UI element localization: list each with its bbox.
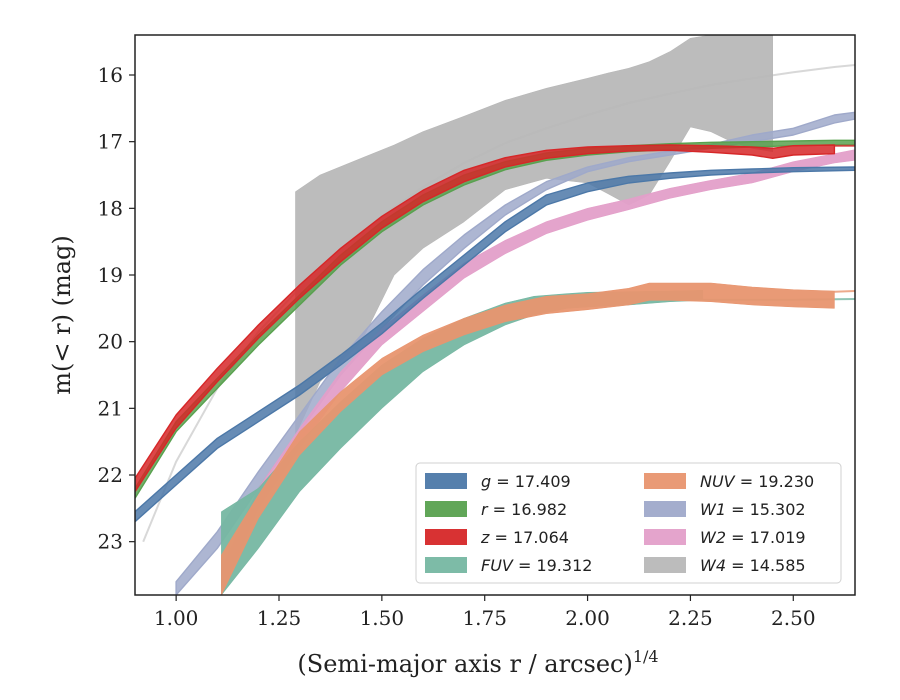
x-tick-label: 1.75	[462, 606, 507, 630]
series-layer	[135, 35, 855, 595]
legend-label-w1: W1 = 15.302	[700, 500, 806, 519]
legend-swatch-r	[425, 501, 467, 517]
ticks-layer: 1.00 1.25 1.50 1.75 2.00 2.25 2.50 16 17 18 19 20 21…	[98, 63, 816, 630]
legend-swatch-w1	[644, 501, 686, 517]
x-tick-label: 2.25	[668, 606, 713, 630]
legend-label-w4: W4 = 14.585	[700, 556, 806, 575]
legend-box	[415, 462, 842, 584]
x-tick-label: 2.50	[771, 606, 816, 630]
legend-value-w2: = 17.019	[726, 528, 806, 547]
y-tick-label: 20	[98, 330, 123, 354]
x-tick-label: 1.25	[257, 606, 302, 630]
band-nuv	[221, 282, 835, 595]
legend-swatch-nuv	[644, 473, 686, 489]
y-axis-label: m(< r) (mag)	[48, 235, 76, 394]
legend-var-w1: W1	[700, 500, 726, 519]
legend-swatch-fuv	[425, 557, 467, 573]
legend-value-w4: = 14.585	[726, 556, 806, 575]
legend-value-g: = 17.409	[491, 472, 571, 491]
band-g	[135, 166, 855, 523]
legend-var-g: g	[481, 472, 491, 491]
series-z	[135, 144, 855, 493]
legend-swatch-w2	[644, 529, 686, 545]
legend-var-w4: W4	[700, 556, 726, 575]
legend-swatch-w4	[644, 557, 686, 573]
y-tick-label: 17	[98, 130, 123, 154]
x-axis-label: (Semi-major axis r / arcsec)1/4	[297, 647, 658, 678]
legend-var-w2: W2	[700, 528, 726, 547]
model-line-nuv	[834, 290, 855, 293]
legend-label-w2: W2 = 17.019	[700, 528, 806, 547]
legend-entry-fuv: FUV = 19.312	[425, 556, 592, 575]
legend-entry-w1: W1 = 15.302	[644, 500, 806, 519]
legend-swatch-z	[425, 529, 467, 545]
legend-var-fuv: FUV	[481, 556, 514, 575]
legend-value-z: = 17.064	[489, 528, 569, 547]
series-g	[135, 166, 855, 523]
x-tick-label: 1.00	[154, 606, 199, 630]
x-tick-label: 2.00	[565, 606, 610, 630]
legend-value-fuv: = 19.312	[513, 556, 593, 575]
band-z	[135, 144, 836, 493]
x-tick-label: 1.50	[360, 606, 405, 630]
legend-label-fuv: FUV = 19.312	[481, 556, 592, 575]
y-tick-label: 19	[98, 263, 123, 287]
legend-var-r: r	[481, 500, 489, 519]
legend-swatch-g	[425, 473, 467, 489]
legend-value-nuv: = 19.230	[735, 472, 815, 491]
legend-entry-w4: W4 = 14.585	[644, 556, 806, 575]
legend-entry-nuv: NUV = 19.230	[644, 472, 814, 491]
legend-label-z: z = 17.064	[480, 528, 569, 547]
y-tick-label: 16	[98, 63, 123, 87]
legend-label-g: g = 17.409	[481, 472, 571, 491]
legend-value-w1: = 15.302	[726, 500, 806, 519]
legend-entry-w2: W2 = 17.019	[644, 528, 806, 547]
y-tick-label: 23	[98, 530, 123, 554]
y-tick-label: 18	[98, 196, 123, 220]
x-axis-label-superscript: 1/4	[633, 647, 659, 666]
legend-entry-r: r = 16.982	[425, 500, 567, 519]
legend-entry-z: z = 17.064	[425, 528, 569, 547]
legend-value-r: = 16.982	[488, 500, 568, 519]
legend-label-nuv: NUV = 19.230	[700, 472, 814, 491]
series-nuv	[221, 282, 855, 595]
legend-label-r: r = 16.982	[481, 500, 567, 519]
legend-var-nuv: NUV	[700, 472, 736, 491]
y-tick-label: 22	[98, 463, 123, 487]
legend-var-z: z	[480, 528, 490, 547]
plot-frame	[134, 34, 856, 596]
legend-entry-g: g = 17.409	[425, 472, 571, 491]
y-tick-label: 21	[98, 396, 123, 420]
